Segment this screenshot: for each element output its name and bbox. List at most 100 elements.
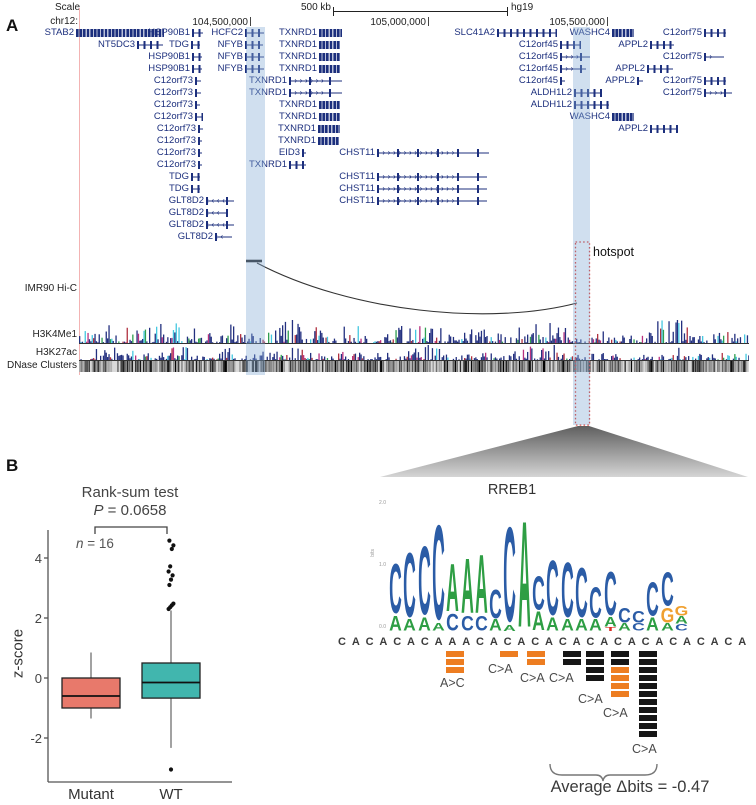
gene-body [198, 161, 202, 169]
svg-text:C: C [661, 562, 674, 617]
gene-body [319, 29, 342, 37]
panel-b-label: B [6, 456, 19, 475]
gene-body [289, 161, 306, 169]
gene-body [245, 53, 264, 61]
mutation-bar [446, 667, 464, 673]
mutation-bar [639, 731, 657, 737]
gene-label: TXNRD1 [248, 75, 287, 86]
sequence-letter: A [434, 636, 443, 648]
logo-letter-A: A [489, 616, 502, 634]
svg-text:A: A [561, 616, 574, 634]
gene-label: TXNRD1 [278, 63, 317, 74]
gene-label: TXNRD1 [248, 159, 287, 170]
mutation-label: A>C [440, 676, 465, 690]
gene-label: APPL2 [615, 63, 645, 74]
gene-label: TXNRD1 [278, 27, 317, 38]
svg-text:C: C [575, 554, 588, 632]
gene-body [192, 65, 202, 73]
svg-text:A: A [661, 622, 674, 634]
svg-text:A: A [461, 544, 474, 631]
svg-text:C: C [418, 526, 431, 635]
gene-label: C12orf73 [153, 99, 193, 110]
logo-letter-A: A [561, 616, 574, 634]
svg-text:A: A [575, 616, 588, 634]
sequence-letter: C [724, 636, 733, 648]
y-tick-label: 0 [34, 671, 42, 686]
mutation-label: C>A [603, 706, 628, 720]
svg-text:C: C [618, 604, 631, 628]
logo-letter-A: A [646, 613, 660, 635]
mutation-bar [500, 651, 518, 657]
svg-text:C: C [475, 612, 488, 636]
logo-axis-tick: 1.0 [379, 562, 386, 568]
highlight-band [246, 27, 265, 375]
gene-body [612, 29, 634, 37]
svg-text:A: A [532, 605, 545, 636]
gene-body [612, 113, 634, 121]
hotspot-label: hotspot [593, 245, 635, 259]
gene-label: ALDH1L2 [530, 87, 572, 98]
svg-text:C: C [604, 559, 617, 628]
svg-text:C: C [589, 578, 602, 626]
gene-label: NFYB [217, 39, 243, 50]
gene-body: ››› [560, 65, 586, 73]
gene-label: EID3 [278, 147, 300, 158]
gene-body [192, 29, 203, 37]
logo-letter-C: C [418, 526, 431, 635]
logo-letter-C: C [446, 610, 459, 636]
logo-axis-tick: 0.0 [379, 624, 386, 630]
svg-text:A: A [589, 616, 602, 634]
svg-text:A: A [432, 622, 445, 634]
gene-label: GLT8D2 [168, 207, 204, 218]
logo-letter-A: A [575, 616, 588, 634]
svg-text:A: A [489, 616, 502, 634]
gene-body: ‹‹‹‹ [206, 197, 234, 205]
mutation-label: C>A [488, 662, 513, 676]
scale-bar-label: 500 kb [300, 2, 331, 13]
logo-letter-C: C [475, 612, 488, 636]
sequence-letter: A [379, 636, 388, 648]
svg-text:C: C [532, 566, 545, 621]
coordinate-label: 105,000,000 [370, 17, 426, 28]
svg-text:C: C [403, 534, 416, 637]
sequence-letter: A [517, 636, 526, 648]
sequence-letter: C [476, 636, 484, 648]
logo-letter-C: C [618, 604, 631, 628]
mutation-label: C>A [632, 742, 657, 756]
mutation-bar [446, 651, 464, 657]
outlier-dot [167, 538, 172, 543]
gene-label: C12orf73 [156, 135, 196, 146]
gene-label: C12orf73 [153, 87, 193, 98]
highlight-band [573, 27, 590, 425]
sequence-letter: A [448, 636, 457, 648]
logo-letter-A: A [432, 622, 445, 634]
mutation-bar [639, 667, 657, 673]
track-label: IMR90 Hi-C [24, 283, 77, 294]
gene-body: ›› [704, 53, 724, 61]
gene-label: TXNRD1 [277, 135, 316, 146]
gene-label: GLT8D2 [168, 195, 204, 206]
logo-letter-C: C [432, 498, 445, 648]
gene-body: ‹‹ [215, 233, 232, 241]
svg-text:A: A [675, 615, 688, 627]
svg-text:C: C [561, 548, 574, 635]
y-tick-label: -2 [30, 731, 42, 746]
assembly-label: hg19 [511, 2, 534, 13]
logo-letter-A: A [532, 605, 545, 636]
rank-sum-test-label: Rank-sum test [81, 484, 179, 501]
logo-column: A [518, 490, 531, 659]
logo-letter-C: C [675, 622, 688, 633]
gene-body [650, 125, 678, 133]
gene-body [574, 101, 609, 109]
gene-body [245, 65, 264, 73]
mutation-bar [527, 651, 545, 657]
gene-body: ››››››››››››››› [377, 185, 487, 193]
logo-letter-A: A [503, 624, 517, 633]
gene-label: C12orf75 [662, 27, 702, 38]
